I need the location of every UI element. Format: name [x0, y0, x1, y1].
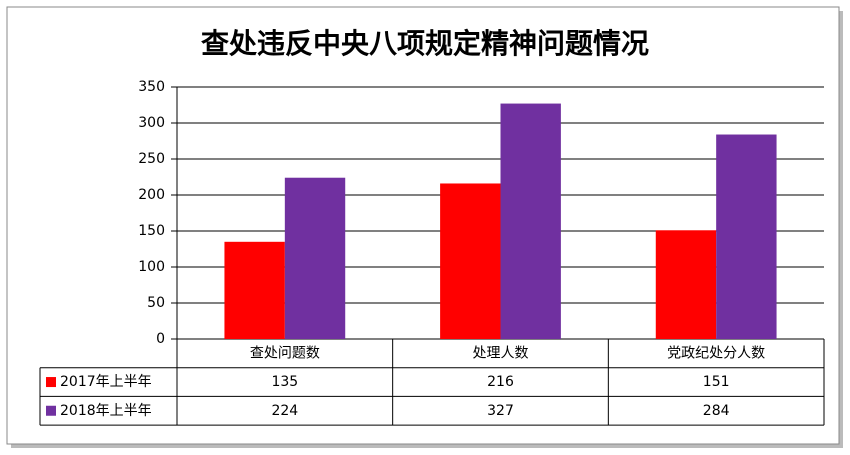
y-tick-label: 250 — [138, 151, 165, 167]
x-tick-label: 党政纪处分人数 — [667, 345, 765, 361]
table-value: 135 — [271, 374, 298, 390]
chart-title: 查处违反中央八项规定精神问题情况 — [201, 27, 649, 60]
y-tick-label: 350 — [138, 79, 165, 95]
legend-label: 2018年上半年 — [60, 403, 152, 419]
table-value: 224 — [271, 403, 298, 419]
bar — [440, 183, 501, 339]
legend-key — [46, 405, 56, 416]
y-tick-label: 150 — [138, 223, 165, 239]
frame — [6, 6, 840, 445]
x-tick-label: 查处问题数 — [250, 345, 320, 361]
bar — [500, 103, 561, 339]
x-tick-label: 处理人数 — [473, 345, 529, 361]
y-tick-label: 300 — [138, 115, 165, 131]
table-value: 284 — [703, 403, 730, 419]
legend-label: 2017年上半年 — [60, 374, 152, 390]
table-value: 216 — [487, 374, 514, 390]
y-tick-label: 50 — [147, 295, 165, 311]
bar — [284, 177, 346, 339]
y-tick-label: 200 — [138, 187, 165, 203]
table-value: 151 — [703, 374, 730, 390]
legend-key — [46, 377, 56, 388]
bar — [716, 134, 777, 339]
y-tick-label: 0 — [156, 331, 165, 347]
bar — [655, 230, 717, 339]
bar — [224, 241, 285, 339]
table-value: 327 — [487, 403, 514, 419]
y-tick-label: 100 — [138, 259, 165, 275]
